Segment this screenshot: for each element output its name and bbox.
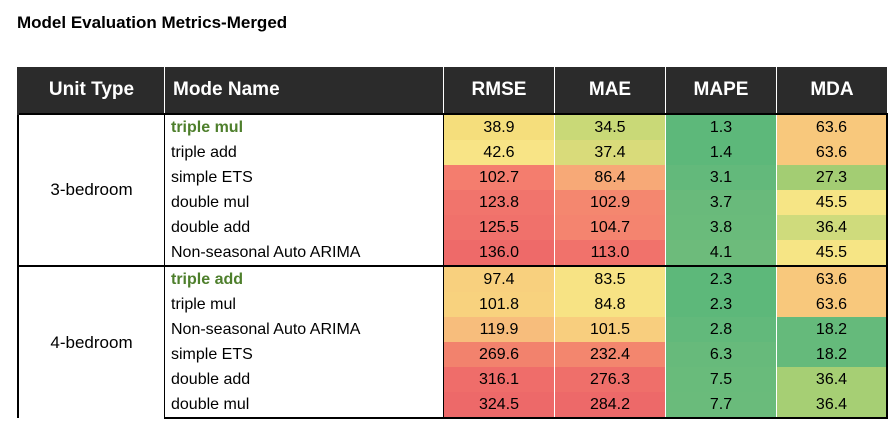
mae-cell: 104.7: [554, 215, 666, 240]
mape-cell: 6.3: [665, 342, 777, 367]
table-header-row: Unit Type Mode Name RMSE MAE MAPE MDA: [17, 67, 887, 114]
column-header-rmse: RMSE: [443, 67, 555, 114]
mda-cell: 18.2: [776, 317, 888, 342]
table-row: double mul 123.8 102.9 3.7 45.5: [18, 190, 888, 215]
metrics-table: Unit Type Mode Name RMSE MAE MAPE MDA 3-…: [17, 67, 888, 419]
mode-name-cell: triple mul: [164, 292, 444, 317]
rmse-cell: 101.8: [443, 292, 555, 317]
mape-cell: 2.8: [665, 317, 777, 342]
column-header-mode-name: Mode Name: [164, 67, 444, 114]
table-row: 4-bedroom triple add 97.4 83.5 2.3 63.6: [17, 265, 888, 418]
table-row: triple mul 101.8 84.8 2.3 63.6: [18, 292, 888, 317]
mape-cell: 1.3: [665, 113, 777, 140]
mae-cell: 284.2: [554, 392, 666, 419]
mape-cell: 3.7: [665, 190, 777, 215]
rmse-cell: 102.7: [443, 165, 555, 190]
column-header-mae: MAE: [554, 67, 666, 114]
mape-cell: 3.1: [665, 165, 777, 190]
mape-cell: 3.8: [665, 215, 777, 240]
rmse-cell: 269.6: [443, 342, 555, 367]
rmse-cell: 123.8: [443, 190, 555, 215]
rmse-cell: 42.6: [443, 140, 555, 165]
mape-cell: 7.7: [665, 392, 777, 419]
mae-cell: 232.4: [554, 342, 666, 367]
mda-cell: 36.4: [776, 215, 888, 240]
mda-cell: 63.6: [776, 140, 888, 165]
column-header-mape: MAPE: [665, 67, 777, 114]
mae-cell: 34.5: [554, 113, 666, 140]
mae-cell: 276.3: [554, 367, 666, 392]
mda-cell: 63.6: [776, 265, 888, 292]
rmse-cell: 97.4: [443, 265, 555, 292]
mode-name-cell: simple ETS: [164, 165, 444, 190]
mode-name-cell: double add: [164, 367, 444, 392]
mode-name-cell-best: triple mul: [164, 113, 444, 140]
rmse-cell: 38.9: [443, 113, 555, 140]
rmse-cell: 125.5: [443, 215, 555, 240]
table-row: double add 125.5 104.7 3.8 36.4: [18, 215, 888, 240]
mode-name-cell: simple ETS: [164, 342, 444, 367]
table-row: Non-seasonal Auto ARIMA 119.9 101.5 2.8 18.2: [18, 317, 888, 342]
mae-cell: 37.4: [554, 140, 666, 165]
rmse-cell: 324.5: [443, 392, 555, 419]
mae-cell: 86.4: [554, 165, 666, 190]
mae-cell: 84.8: [554, 292, 666, 317]
mode-name-cell: Non-seasonal Auto ARIMA: [164, 317, 444, 342]
table-row: triple add 42.6 37.4 1.4 63.6: [18, 140, 888, 165]
table-body: 3-bedroom triple mul 38.9 34.5 1.3 63.6 triple…: [17, 113, 888, 419]
table-row: double mul 324.5 284.2 7.7 36.4: [18, 392, 888, 419]
mode-name-cell: triple add: [164, 140, 444, 165]
mda-cell: 27.3: [776, 165, 888, 190]
mae-cell: 83.5: [554, 265, 666, 292]
rmse-cell: 119.9: [443, 317, 555, 342]
table-row: simple ETS 102.7 86.4 3.1 27.3: [18, 165, 888, 190]
mda-cell: 36.4: [776, 367, 888, 392]
table-row: double add 316.1 276.3 7.5 36.4: [18, 367, 888, 392]
mda-cell: 18.2: [776, 342, 888, 367]
mape-cell: 2.3: [665, 265, 777, 292]
page-title: Model Evaluation Metrics-Merged: [17, 13, 288, 32]
mae-cell: 101.5: [554, 317, 666, 342]
mae-cell: 113.0: [554, 240, 666, 267]
mode-name-cell: double add: [164, 215, 444, 240]
unit-type-cell: 4-bedroom: [17, 265, 165, 418]
table-row: simple ETS 269.6 232.4 6.3 18.2: [18, 342, 888, 367]
mode-name-cell: Non-seasonal Auto ARIMA: [164, 240, 444, 267]
column-header-mda: MDA: [776, 67, 887, 114]
mda-cell: 45.5: [776, 190, 888, 215]
mape-cell: 1.4: [665, 140, 777, 165]
unit-type-cell: 3-bedroom: [17, 113, 165, 266]
mode-name-cell-best: triple add: [164, 265, 444, 292]
mape-cell: 4.1: [665, 240, 777, 267]
mda-cell: 45.5: [776, 240, 888, 267]
rmse-cell: 136.0: [443, 240, 555, 267]
mda-cell: 63.6: [776, 113, 888, 140]
mode-name-cell: double mul: [164, 392, 444, 419]
mae-cell: 102.9: [554, 190, 666, 215]
mode-name-cell: double mul: [164, 190, 444, 215]
table-row: Non-seasonal Auto ARIMA 136.0 113.0 4.1 45.5: [18, 240, 888, 267]
mda-cell: 36.4: [776, 392, 888, 419]
mape-cell: 7.5: [665, 367, 777, 392]
table-row: 3-bedroom triple mul 38.9 34.5 1.3 63.6: [17, 113, 888, 266]
column-header-unit-type: Unit Type: [17, 67, 165, 114]
rmse-cell: 316.1: [443, 367, 555, 392]
mda-cell: 63.6: [776, 292, 888, 317]
mape-cell: 2.3: [665, 292, 777, 317]
